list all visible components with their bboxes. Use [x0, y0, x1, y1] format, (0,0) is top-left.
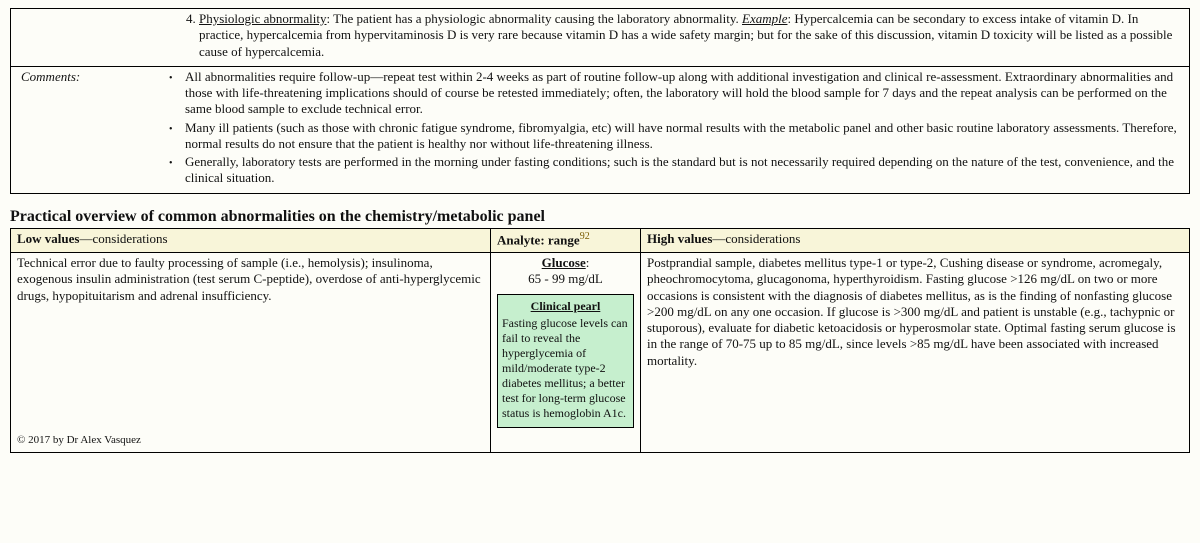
comments-cell: All abnormalities require follow-up—repe… — [171, 66, 1190, 193]
item4-text1: : The patient has a physiologic abnormal… — [326, 11, 742, 26]
clinical-pearl-title: Clinical pearl — [502, 299, 629, 314]
comments-label: Comments: — [11, 66, 172, 193]
top-blank-label — [11, 9, 172, 67]
comment-3: Generally, laboratory tests are performe… — [181, 154, 1179, 187]
analyte-range: 65 - 99 mg/dL — [497, 271, 634, 287]
interpretation-table: Physiologic abnormality: The patient has… — [10, 8, 1190, 194]
chemistry-panel-table: Low values—considerations Analyte: range… — [10, 228, 1190, 453]
header-analyte-sup: 92 — [580, 231, 590, 242]
header-high: High values—considerations — [641, 228, 1190, 253]
header-low-rest: —considerations — [79, 231, 167, 246]
clinical-pearl-box: Clinical pearl Fasting glucose levels ca… — [497, 294, 634, 428]
header-low-bold: Low values — [17, 231, 79, 246]
header-analyte: Analyte: range92 — [491, 228, 641, 253]
item4-label: Physiologic abnormality — [199, 11, 326, 26]
high-text: Postprandial sample, diabetes mellitus t… — [647, 255, 1183, 369]
analyte-name: Glucose — [542, 255, 586, 270]
comment-2: Many ill patients (such as those with ch… — [181, 120, 1179, 153]
section-title: Practical overview of common abnormaliti… — [10, 208, 1190, 226]
item4-cell: Physiologic abnormality: The patient has… — [171, 9, 1190, 67]
header-low: Low values—considerations — [11, 228, 491, 253]
low-cell: Technical error due to faulty processing… — [11, 253, 491, 453]
comment-1: All abnormalities require follow-up—repe… — [181, 69, 1179, 118]
item4-example-word: Example — [742, 11, 787, 26]
item4: Physiologic abnormality: The patient has… — [199, 11, 1179, 60]
header-high-bold: High values — [647, 231, 712, 246]
header-high-rest: —considerations — [712, 231, 800, 246]
copyright: © 2017 by Dr Alex Vasquez — [17, 434, 484, 448]
high-cell: Postprandial sample, diabetes mellitus t… — [641, 253, 1190, 453]
low-text: Technical error due to faulty processing… — [17, 255, 484, 304]
analyte-cell: Glucose: 65 - 99 mg/dL Clinical pearl Fa… — [491, 253, 641, 453]
clinical-pearl-text: Fasting glucose levels can fail to revea… — [502, 316, 628, 420]
header-analyte-text: Analyte: range — [497, 232, 580, 247]
